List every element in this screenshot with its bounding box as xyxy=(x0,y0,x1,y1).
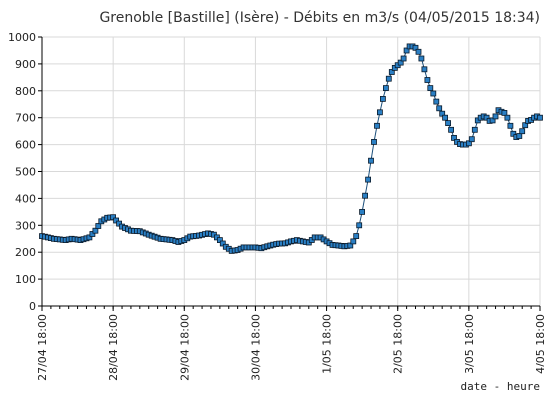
y-tick-label: 1000 xyxy=(8,31,36,44)
data-point xyxy=(412,44,419,51)
data-point xyxy=(359,208,366,215)
data-point xyxy=(501,110,508,116)
data-point xyxy=(492,113,499,120)
x-tick-label: 27/04 18:00 xyxy=(36,314,49,381)
y-tick-label: 700 xyxy=(15,112,36,125)
x-tick-label: 4/05 18:00 xyxy=(534,314,544,374)
data-point xyxy=(427,85,434,91)
data-point xyxy=(86,234,93,241)
y-tick-label: 100 xyxy=(15,273,36,286)
x-tick-label: 2/05 18:00 xyxy=(392,314,405,374)
chart-title: Grenoble [Bastille] (Isère) - Débits en … xyxy=(99,10,540,26)
x-tick-label: 29/04 18:00 xyxy=(178,314,191,381)
data-point xyxy=(356,222,363,229)
data-point xyxy=(92,227,99,234)
y-tick-label: 400 xyxy=(15,192,36,205)
data-point xyxy=(353,233,360,240)
data-point xyxy=(424,77,431,83)
data-point xyxy=(510,130,517,137)
data-point xyxy=(365,176,372,183)
data-point xyxy=(113,217,119,224)
data-point xyxy=(347,242,354,249)
data-point xyxy=(516,133,523,139)
data-point xyxy=(403,47,410,54)
y-tick-label: 800 xyxy=(15,85,36,98)
data-point xyxy=(471,126,478,133)
x-tick-label: 28/04 18:00 xyxy=(107,314,120,381)
y-tick-label: 200 xyxy=(15,246,36,259)
data-point xyxy=(388,69,395,75)
data-point xyxy=(116,220,122,227)
data-point xyxy=(504,114,511,121)
data-point xyxy=(507,122,514,129)
y-tick-label: 900 xyxy=(15,58,36,71)
grid xyxy=(41,36,541,307)
data-point xyxy=(362,192,369,199)
data-point xyxy=(415,48,422,55)
data-point xyxy=(382,85,389,91)
data-point xyxy=(379,96,386,102)
y-tick-label: 600 xyxy=(15,139,36,152)
y-tick-label: 500 xyxy=(15,166,36,179)
data-point xyxy=(368,157,374,164)
x-axis-ticks: 27/04 18:00 28/04 18:00 29/04 18:00 30/04 1… xyxy=(36,314,544,381)
data-point xyxy=(216,237,223,244)
data-point xyxy=(95,223,102,229)
data-point xyxy=(483,114,490,121)
data-point xyxy=(374,122,380,129)
data-point xyxy=(468,136,475,143)
data-point xyxy=(430,90,437,97)
data-point xyxy=(400,55,407,62)
data-point xyxy=(350,238,357,245)
data-point xyxy=(371,138,377,145)
data-point xyxy=(376,109,383,116)
series-markers xyxy=(39,43,543,254)
data-point xyxy=(385,75,392,82)
x-tick-label: 1/05 18:00 xyxy=(321,314,334,374)
y-tick-label: 0 xyxy=(29,300,36,313)
y-axis-ticks: 0 100 200 300 400 500 600 700 800 900 1000 xyxy=(8,31,36,313)
x-tick-label: 30/04 18:00 xyxy=(249,314,262,381)
data-point xyxy=(433,98,440,105)
data-point xyxy=(89,231,96,237)
data-point xyxy=(418,55,425,62)
x-tick-label: 3/05 18:00 xyxy=(463,314,476,374)
axes xyxy=(38,36,541,311)
data-point xyxy=(110,214,116,221)
x-axis-label: date - heure xyxy=(461,380,540,393)
data-point xyxy=(445,120,452,126)
data-point xyxy=(442,114,449,121)
data-point xyxy=(451,134,457,141)
data-point xyxy=(436,105,443,112)
data-point xyxy=(421,66,428,73)
y-tick-label: 300 xyxy=(15,219,36,232)
data-point xyxy=(519,128,526,135)
data-point xyxy=(537,114,543,121)
data-point xyxy=(219,240,226,247)
data-point xyxy=(448,126,455,133)
